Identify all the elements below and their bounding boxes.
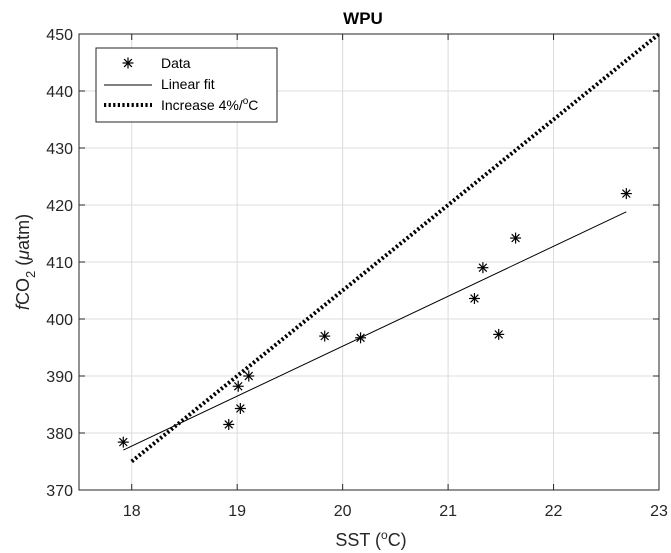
y-axis-label-subscript: 2	[23, 271, 38, 278]
y-tick-labels: 370 380 390 400 410 420 430 440 450	[46, 27, 73, 500]
data-point	[510, 232, 522, 244]
y-axis-label-mu: μ	[13, 250, 33, 261]
data-point	[477, 262, 489, 274]
data-point	[468, 292, 480, 304]
data-point	[620, 188, 632, 200]
x-axis-label-degree: o	[381, 528, 388, 542]
y-tick-label: 370	[46, 483, 73, 500]
legend-label-increase-suffix: C	[248, 97, 258, 113]
legend-label-increase: Increase 4%/oC	[161, 96, 258, 113]
y-axis-label: fCO2 (μatm)	[13, 214, 38, 310]
x-tick-label: 22	[545, 503, 563, 520]
legend-asterisk-icon	[122, 57, 134, 69]
y-tick-label: 410	[46, 255, 73, 272]
chart-title: WPU	[343, 9, 383, 28]
tick-marks	[79, 33, 660, 491]
x-tick-label: 20	[334, 503, 352, 520]
x-axis-label-suffix: C)	[388, 530, 407, 550]
data-point	[117, 436, 129, 448]
linear-fit-line	[123, 211, 627, 451]
legend-marker-asterisk	[122, 57, 134, 69]
data-point	[493, 328, 505, 340]
x-tick-label: 18	[123, 503, 141, 520]
x-tick-label: 21	[439, 503, 457, 520]
y-tick-label: 430	[46, 141, 73, 158]
legend-label-linear-fit: Linear fit	[161, 76, 215, 92]
series-layer	[117, 32, 661, 464]
y-axis-label-unit: atm)	[13, 214, 33, 250]
y-tick-label: 380	[46, 426, 73, 443]
y-axis-label-paren: (	[13, 260, 33, 271]
y-tick-label: 420	[46, 198, 73, 215]
x-axis-label-prefix: SST (	[335, 530, 381, 550]
y-tick-label: 400	[46, 312, 73, 329]
y-tick-label: 390	[46, 369, 73, 386]
y-axis-label-italic: f	[13, 303, 33, 310]
data-point	[243, 370, 255, 382]
legend-label-data: Data	[161, 55, 191, 71]
x-tick-label: 23	[650, 503, 668, 520]
y-axis-label-main: CO	[13, 278, 33, 305]
x-tick-labels: 18 19 20 21 22 23	[123, 503, 668, 520]
legend-label-increase-degree: o	[243, 96, 249, 107]
x-tick-label: 19	[228, 503, 246, 520]
y-tick-label: 450	[46, 27, 73, 44]
data-point	[355, 332, 367, 344]
data-point	[234, 402, 246, 414]
data-point	[319, 330, 331, 342]
y-tick-label: 440	[46, 84, 73, 101]
legend: Data Linear fit Increase 4%/oC	[95, 47, 278, 123]
data-point	[232, 380, 244, 392]
data-point	[223, 418, 235, 430]
x-axis-label: SST (oC)	[335, 528, 406, 550]
legend-label-increase-prefix: Increase 4%/	[161, 97, 243, 113]
